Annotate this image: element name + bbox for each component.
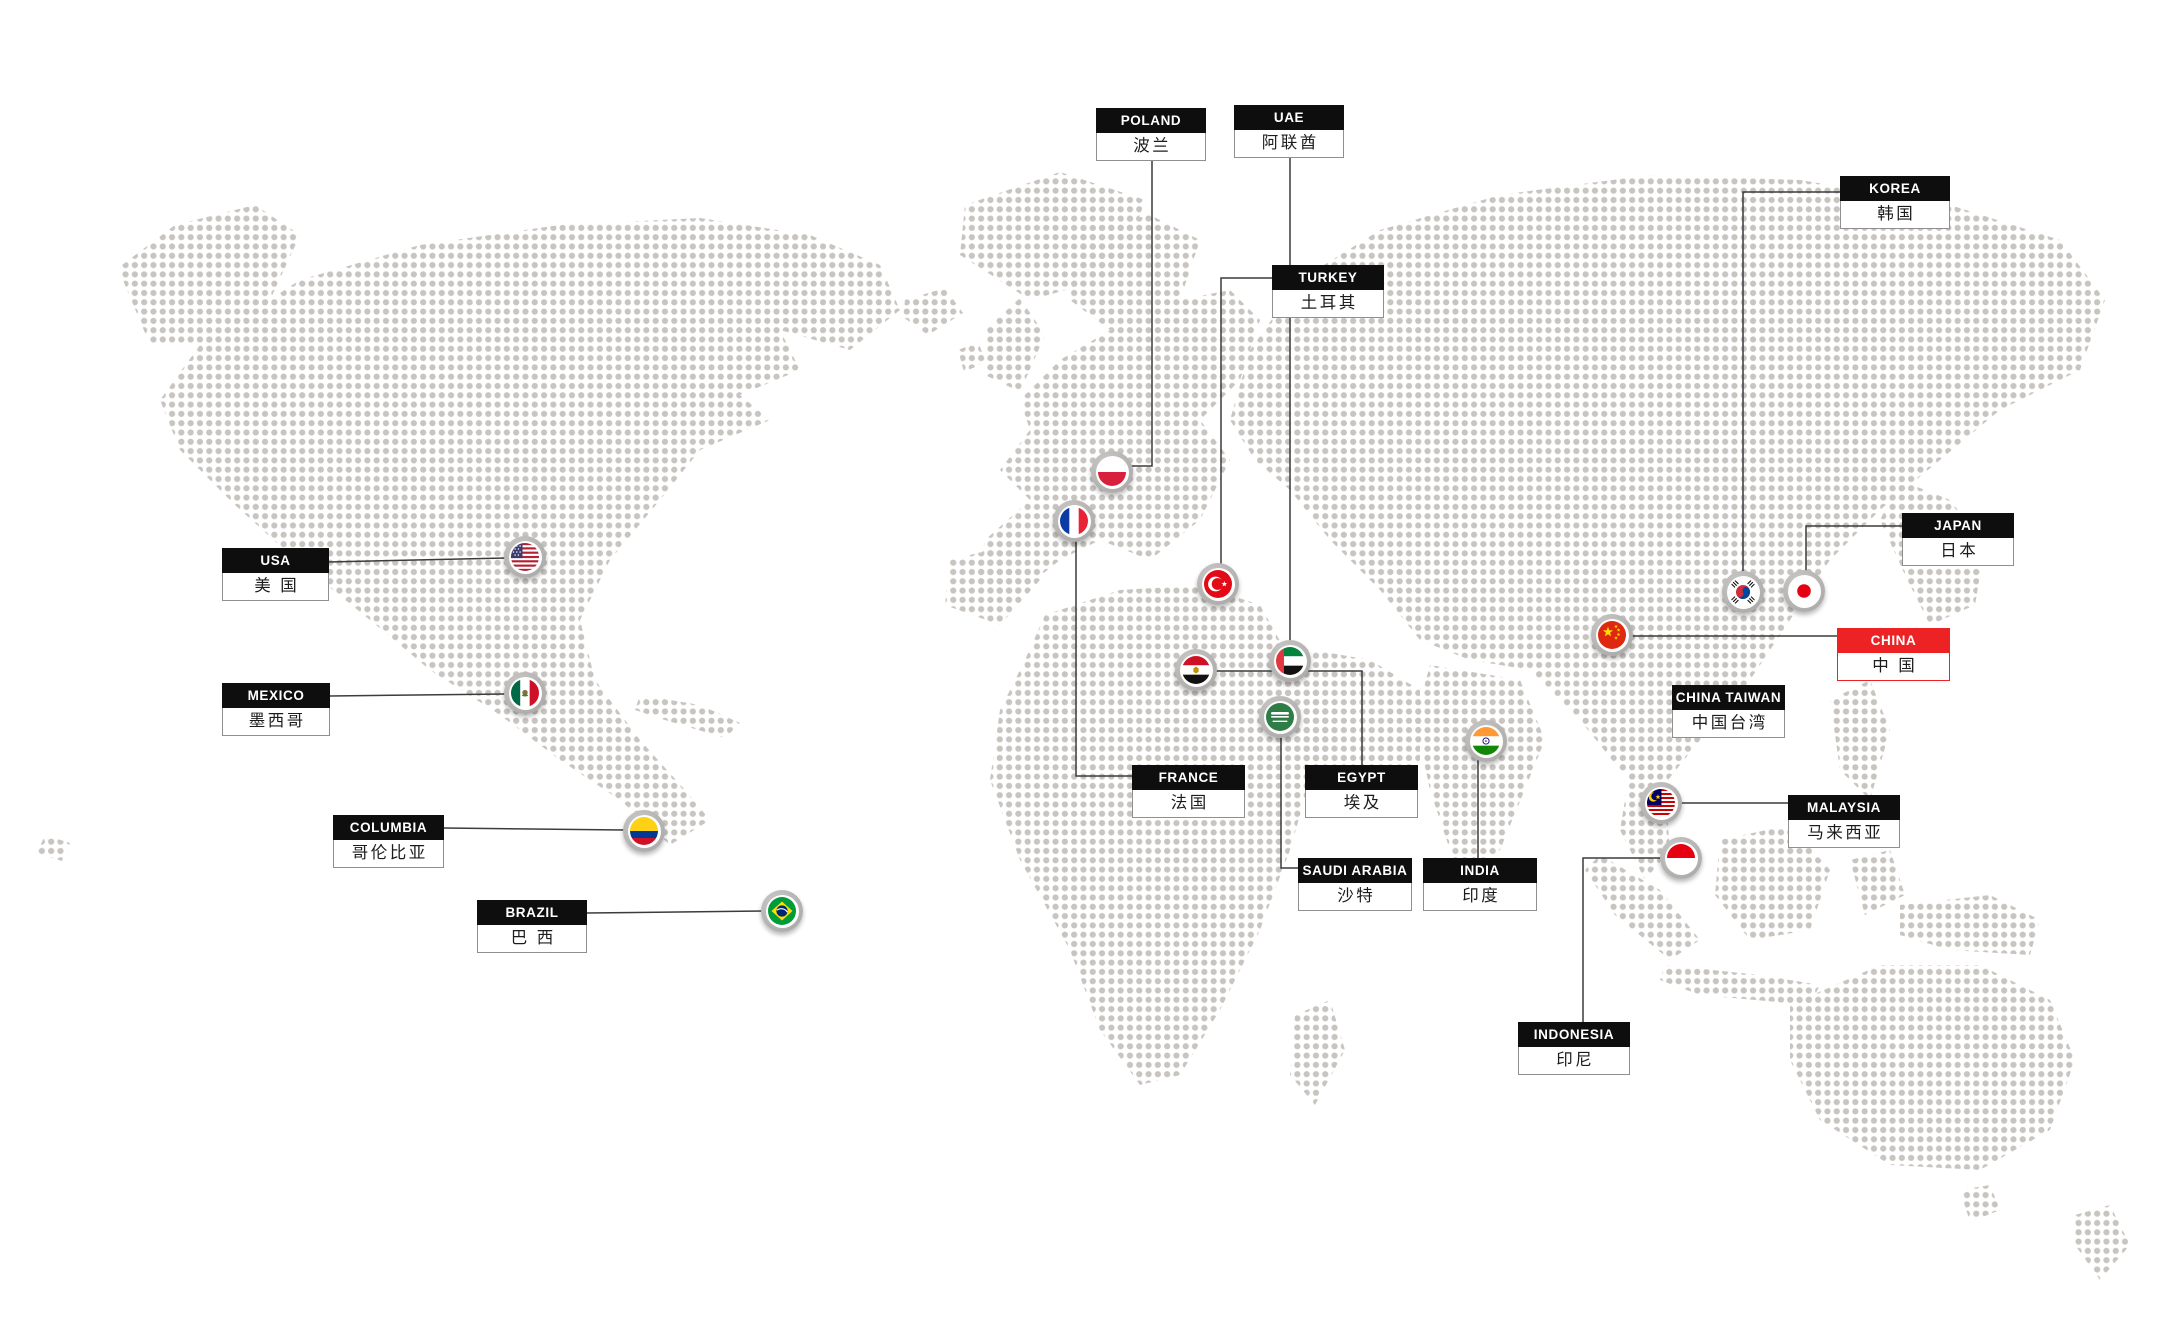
connector-line-indonesia [1582,857,1661,1022]
connector-line-poland [1131,160,1153,467]
connector-line-saudi-arabia [1280,736,1298,869]
connector-line-japan [1805,525,1902,572]
connector-line-mexico [329,693,507,697]
continents-dot-pattern [37,172,2130,1280]
connector-line-columbia [443,827,625,831]
connector-line-brazil [586,910,764,914]
connector-line-usa [327,557,507,563]
connector-lines [327,158,1902,1022]
connector-line-france [1075,541,1132,777]
connector-line-egypt [1215,670,1363,765]
connector-line-korea [1742,191,1840,573]
connector-line-turkey [1220,277,1272,565]
